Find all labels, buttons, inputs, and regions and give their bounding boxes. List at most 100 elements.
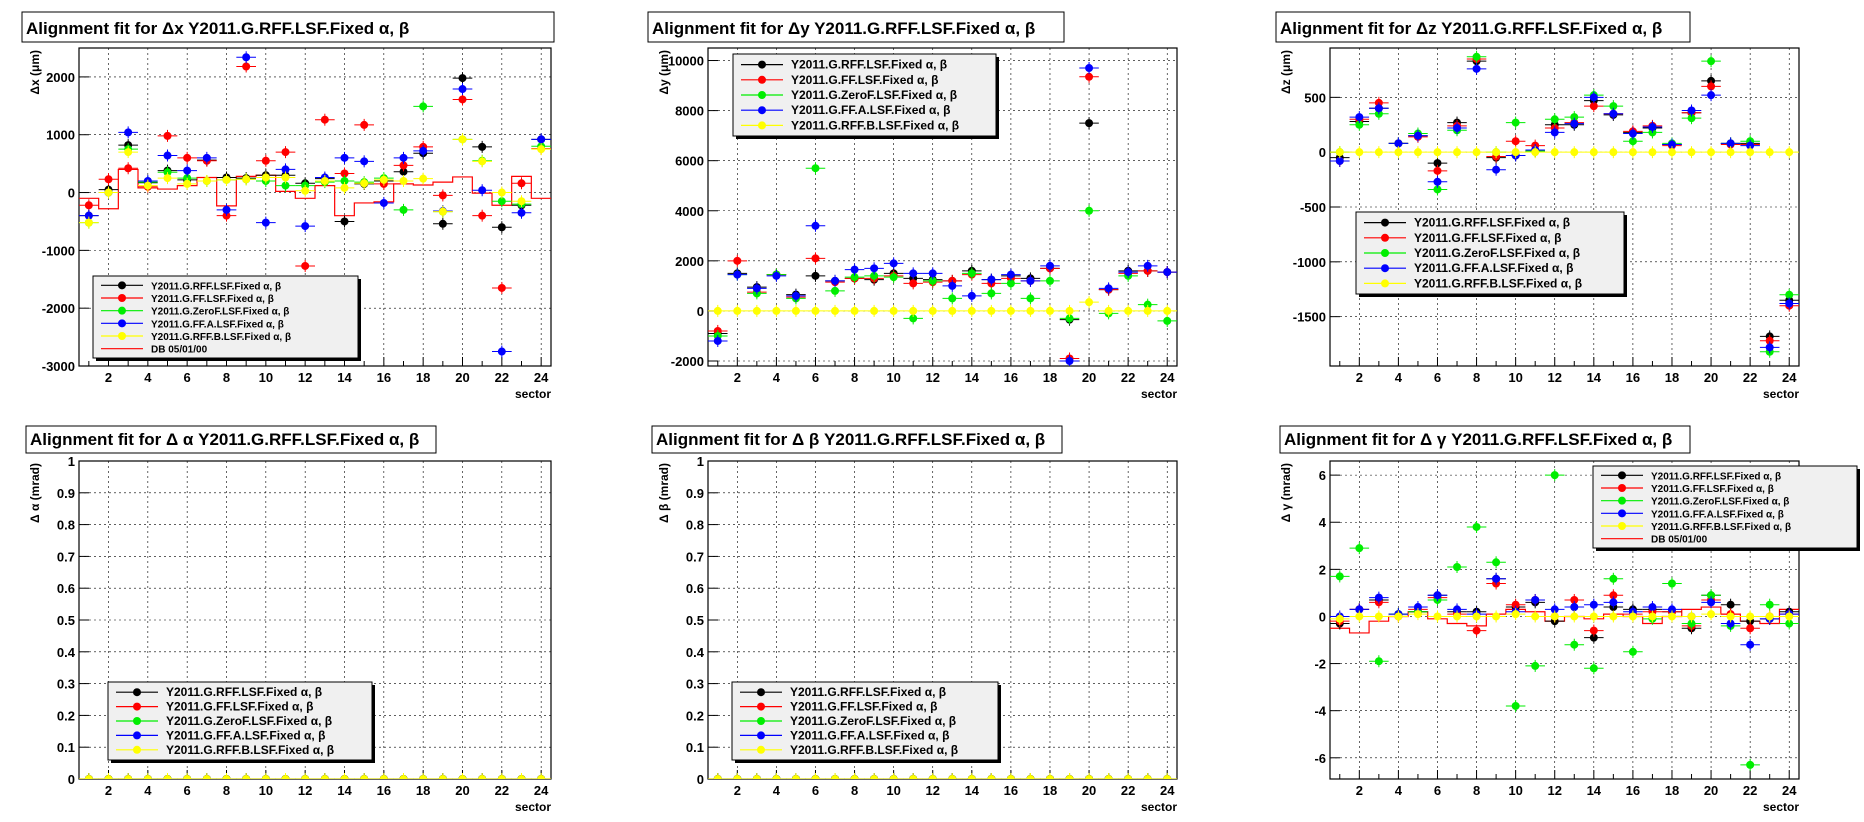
y-axis-label: Δ γ (mrad)	[1279, 463, 1293, 522]
data-point	[1085, 72, 1094, 81]
x-tick-label: 6	[1434, 783, 1441, 798]
data-point	[1453, 124, 1462, 133]
legend-marker	[118, 294, 126, 302]
data-point	[202, 176, 211, 185]
y-tick-label: -500	[1300, 200, 1326, 215]
legend: Y2011.G.RFF.LSF.Fixed α, βY2011.G.FF.LSF…	[731, 681, 1001, 763]
data-point	[301, 775, 310, 779]
data-point	[870, 264, 879, 273]
data-point	[1026, 294, 1035, 303]
data-point	[1104, 306, 1113, 315]
y-tick-label: 0.2	[686, 708, 704, 723]
x-tick-label: 18	[416, 370, 430, 385]
title-box	[21, 11, 555, 43]
data-point	[497, 188, 506, 197]
data-point	[497, 347, 506, 356]
y-tick-label: 0	[697, 772, 704, 787]
x-tick-label: 6	[184, 783, 191, 798]
data-point	[1511, 137, 1520, 146]
data-point	[1085, 298, 1094, 307]
x-tick-label: 12	[925, 370, 939, 385]
data-point	[1785, 299, 1794, 308]
data-point	[1492, 165, 1501, 174]
data-point	[1143, 306, 1152, 315]
y-tick-label: 2	[1319, 562, 1326, 577]
data-point	[1163, 268, 1172, 277]
x-tick-label: 2	[734, 783, 741, 798]
x-tick-label: 22	[495, 783, 509, 798]
data-point	[163, 151, 172, 160]
legend-marker	[757, 731, 765, 740]
data-point	[1374, 612, 1383, 621]
title-box	[1279, 425, 1691, 454]
data-point	[458, 775, 467, 779]
x-tick-label: 8	[1473, 783, 1480, 798]
y-tick-label: 0.8	[57, 518, 75, 533]
data-point	[497, 283, 506, 292]
legend-marker	[1381, 264, 1389, 273]
data-point	[84, 211, 93, 220]
data-point	[1765, 343, 1774, 352]
data-point	[1355, 605, 1364, 614]
data-point	[1609, 574, 1618, 583]
data-point	[1589, 612, 1598, 621]
data-point	[379, 775, 388, 779]
data-point	[124, 148, 133, 157]
legend-marker	[1618, 522, 1626, 530]
data-point	[1065, 306, 1074, 315]
data-point	[537, 135, 546, 144]
data-point	[163, 174, 172, 183]
data-points	[79, 773, 551, 779]
data-point	[1124, 306, 1133, 315]
data-point	[1687, 106, 1696, 115]
data-point	[1570, 595, 1579, 604]
y-tick-label: 0	[697, 304, 704, 319]
data-point	[340, 176, 349, 185]
x-tick-label: 20	[1082, 370, 1096, 385]
x-tick-label: 16	[1626, 783, 1640, 798]
data-point	[1026, 775, 1035, 779]
x-tick-label: 8	[851, 370, 858, 385]
legend-label-m1: Y2011.G.RFF.LSF.Fixed α, β	[790, 685, 946, 699]
data-point	[1746, 141, 1755, 150]
legend-label-m3: Y2011.G.ZeroF.LSF.Fixed α, β	[1414, 246, 1580, 260]
data-point	[1472, 52, 1481, 61]
data-point	[1006, 775, 1015, 779]
data-point	[752, 306, 761, 315]
x-axis-label: sector	[1763, 387, 1799, 401]
x-tick-label: 4	[773, 783, 781, 798]
data-point	[1570, 612, 1579, 621]
data-point	[1413, 131, 1422, 140]
data-point	[438, 775, 447, 779]
y-tick-label: 0.1	[57, 740, 75, 755]
y-tick-label: 0.7	[57, 549, 75, 564]
legend-box	[1592, 465, 1858, 549]
panel-1: Alignment fit for Δx Y2011.G.RFF.LSF.Fix…	[21, 11, 555, 401]
data-point	[458, 95, 467, 104]
data-point	[419, 775, 428, 779]
data-point	[1163, 306, 1172, 315]
legend-marker	[133, 688, 141, 697]
data-point	[1065, 314, 1074, 323]
legend-label-m5: Y2011.G.RFF.B.LSF.Fixed α, β	[790, 743, 958, 757]
data-point	[1453, 563, 1462, 571]
y-tick-label: 0.9	[57, 486, 75, 501]
legend-marker	[757, 745, 765, 754]
data-point	[1667, 605, 1676, 614]
data-point	[987, 289, 996, 298]
data-point	[497, 197, 506, 206]
data-point	[458, 74, 467, 83]
data-point	[1746, 624, 1755, 633]
data-point	[1531, 612, 1540, 621]
data-point	[928, 269, 937, 278]
x-tick-label: 24	[1160, 783, 1175, 798]
data-point	[84, 775, 93, 779]
y-tick-label: 0.2	[57, 708, 75, 723]
legend-label-m2: Y2011.G.FF.LSF.Fixed α, β	[791, 73, 938, 87]
x-tick-label: 20	[455, 783, 469, 798]
x-axis-label: sector	[1763, 800, 1799, 814]
data-point	[419, 174, 428, 183]
x-tick-label: 8	[851, 783, 858, 798]
data-point	[143, 181, 152, 190]
